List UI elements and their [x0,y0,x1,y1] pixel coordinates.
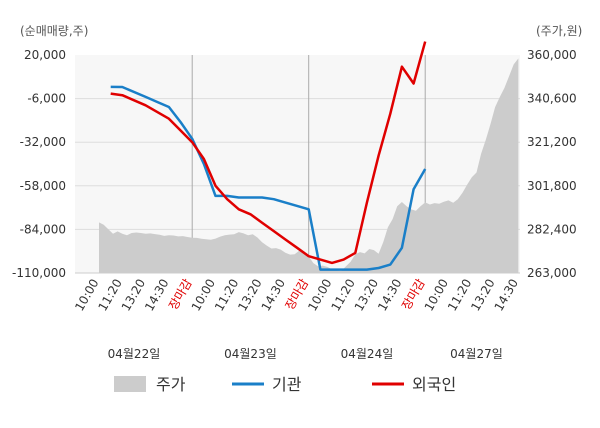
x-tick-label: 14:30 [375,277,404,314]
date-label: 04월27일 [450,347,503,361]
x-tick-label: 14:30 [259,277,288,314]
legend-label-institution: 기관 [272,375,302,394]
legend-label-foreign: 외국인 [412,375,456,394]
date-label: 04월22일 [108,347,161,361]
y-left-tick-label: -6,000 [27,92,66,106]
date-label: 04월24일 [341,347,394,361]
legend-label-price: 주가 [156,375,186,394]
y-left-tick-label: -58,000 [20,179,66,193]
y-left-tick-label: -84,000 [20,222,66,236]
x-tick-label: 14:30 [492,277,521,314]
y-right-unit: (주가,원) [536,24,582,38]
y-right-tick-label: 282,400 [527,222,577,236]
y-left-ticks: 20,000 -6,000 -32,000 -58,000 -84,000 -110,00… [12,48,66,280]
series-area-price [99,58,519,274]
price-area-layer [99,58,519,274]
y-left-unit: (순매매량,주) [20,24,88,38]
y-right-tick-label: 360,000 [527,48,577,62]
y-right-tick-label: 301,800 [527,179,577,193]
y-left-tick-label: 20,000 [24,48,66,62]
series-line-institution [110,85,427,271]
legend-swatch-price [114,376,146,392]
date-labels: 04월22일 04월23일 04월24일 04월27일 [108,347,503,361]
x-ticks: 10:0011:2013:2014:30장마감10:0011:2013:2014… [72,276,521,313]
y-right-tick-label: 321,200 [527,135,577,149]
y-right-ticks: 360,000 340,600 321,200 301,800 282,400 263,0… [527,48,577,280]
y-right-tick-label: 340,600 [527,92,577,106]
y-left-tick-label: -110,000 [12,266,66,280]
y-left-tick-label: -32,000 [20,135,66,149]
y-right-tick-label: 263,000 [527,266,577,280]
date-label: 04월23일 [224,347,277,361]
legend: 주가 기관 외국인 [114,375,456,394]
series-line-foreign [110,41,427,265]
x-tick-label: 14:30 [142,277,171,314]
series-line-layer [110,41,427,271]
